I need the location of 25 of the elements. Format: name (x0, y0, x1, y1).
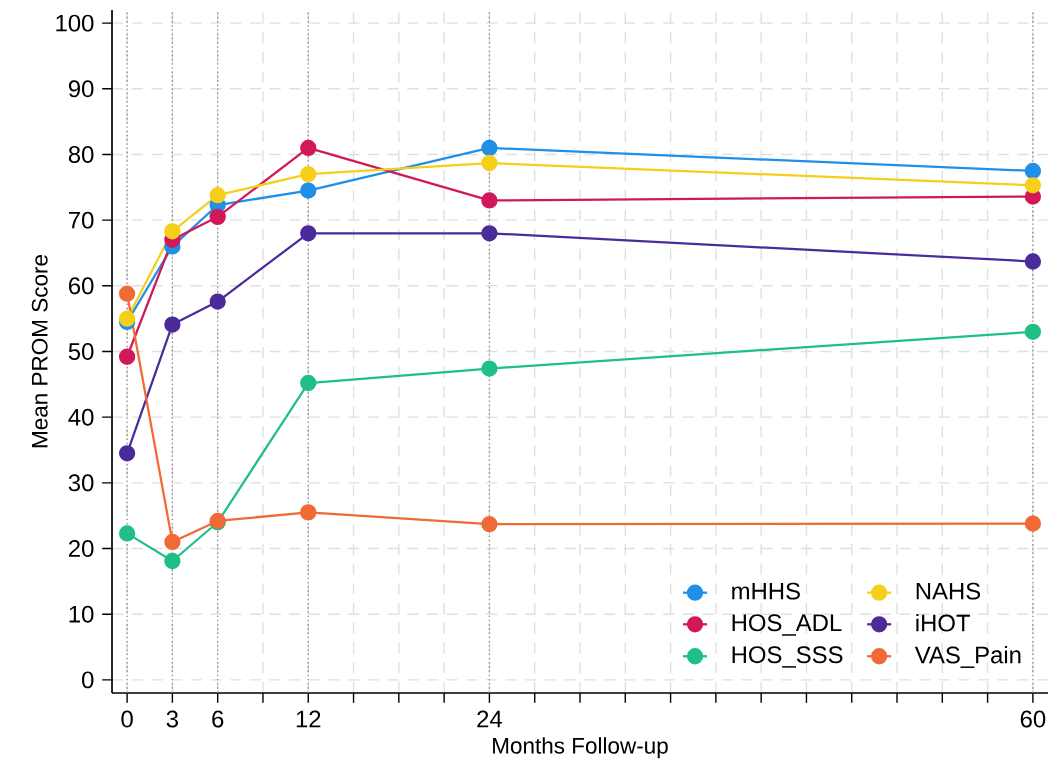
x-tick-label: 3 (166, 710, 178, 728)
y-axis-title: Mean PROM Score (31, 255, 48, 448)
y-tick-label: 60 (69, 277, 94, 295)
x-tick-label: 60 (1020, 710, 1046, 728)
y-tick-label: 70 (69, 211, 94, 229)
y-tick-label: 90 (68, 80, 94, 98)
x-tick-label: 24 (477, 710, 503, 728)
y-tick-label: 40 (68, 408, 94, 426)
x-tick-label: 0 (121, 710, 133, 728)
y-tick-label: 50 (68, 343, 94, 360)
x-tick-label: 6 (212, 710, 224, 728)
y-tick-label: 10 (69, 605, 94, 623)
x-axis-title: Months Follow-up (493, 737, 668, 759)
legend-label: NAHS (916, 582, 981, 600)
x-tick-label: 12 (296, 710, 321, 728)
legend-label: VAS_Pain (914, 645, 1021, 668)
legend-label: HOS_ADL (732, 614, 842, 636)
y-tick-label: 30 (68, 474, 94, 492)
y-tick-label: 80 (68, 146, 94, 163)
legend-label: HOS_SSS (732, 646, 843, 668)
legend-label: mHHS (732, 582, 800, 600)
y-tick-label: 100 (56, 14, 94, 32)
legend-label: iHOT (916, 613, 970, 632)
y-tick-label: 20 (69, 540, 94, 557)
y-tick-label: 0 (82, 671, 94, 689)
